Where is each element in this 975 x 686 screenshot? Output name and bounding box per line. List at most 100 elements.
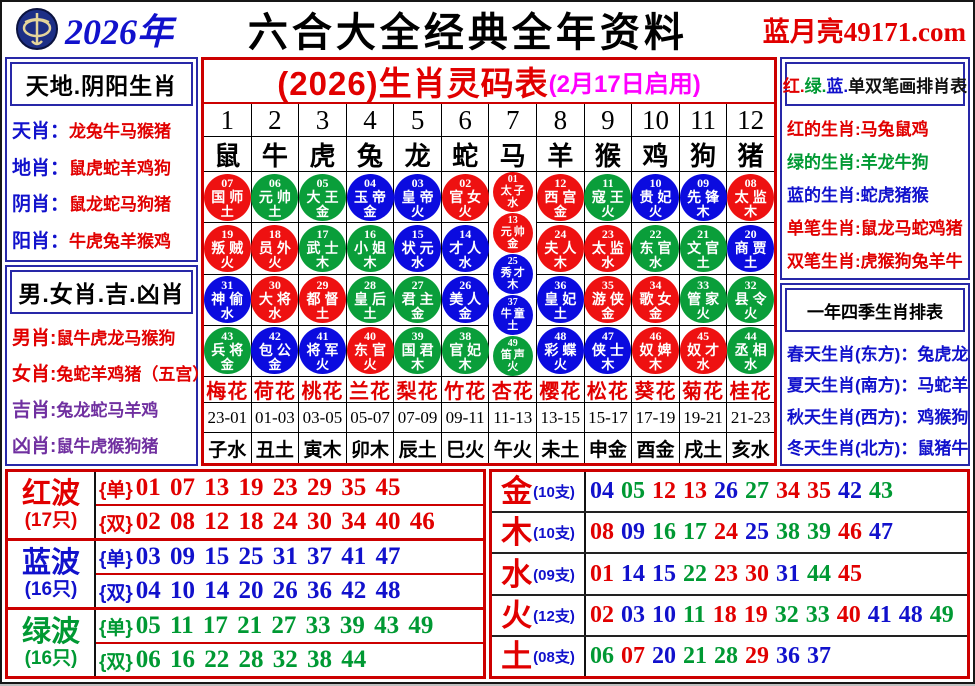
column-zodiac: 羊	[537, 137, 584, 172]
row-value: 鼠牛虎猴狗猪	[56, 436, 159, 456]
ball-cell: 37 牛童土	[489, 294, 536, 335]
element-count: (10支)	[533, 484, 575, 502]
ball-cell: 46 奴婢木	[632, 326, 679, 376]
ball-cell: 19 叛贼火	[203, 223, 251, 275]
ball-cell: 40 东官火	[346, 326, 394, 376]
ball-number: 28	[364, 278, 377, 293]
column-flower: 樱花	[537, 377, 584, 403]
ball-element: 土	[744, 254, 758, 270]
ball-cell: 12 西宫金	[536, 172, 584, 224]
sidebar-row: 秋天生肖(西方)： 鸡猴狗	[782, 403, 968, 428]
ball-number: 02	[459, 175, 472, 190]
ball-number: 22	[649, 226, 662, 241]
ball-number: 49	[507, 337, 518, 349]
sidebar-row: 女肖: 兔蛇羊鸡猪（五宫）	[7, 359, 209, 386]
ball-number: 31	[221, 278, 234, 293]
zodiac-column: 7 马 01 太子水 13 元帅金 25 秀才木 37 牛童土 49 笛声火杏花 11-13 午火	[489, 104, 538, 463]
row-value: 蛇虎猪猴	[860, 186, 929, 205]
ball-title: 太监	[734, 188, 771, 205]
element-number: 36	[776, 642, 800, 669]
ball-element: 木	[696, 203, 710, 219]
ball-title: 寇王	[591, 188, 628, 205]
ball-cell: 33 管家火	[679, 275, 727, 326]
element-number: 23	[714, 560, 738, 587]
ball-title: 国君	[401, 342, 438, 359]
column-branch: 未土	[541, 439, 580, 461]
ball-element: 土	[315, 306, 329, 322]
ball-title: 武士	[306, 239, 343, 256]
ball-cell: 29 都督土	[298, 275, 346, 326]
element-number: 12	[652, 478, 676, 505]
ball-number: 11	[602, 175, 614, 190]
element-name: 金	[501, 474, 533, 510]
column-time: 05-07	[346, 403, 394, 433]
ball-number: 47	[601, 329, 614, 344]
ball-title: 状元	[401, 239, 438, 256]
heaven-earth-yinyang-panel: 天地.阴阳生肖 天肖： 龙兔牛马猴猪 地肖： 鼠虎蛇羊鸡狗 阴肖： 鼠龙蛇马狗猪 阳肖： 牛虎…	[5, 57, 198, 262]
ball-cell: 22 东官水	[632, 223, 679, 275]
ball-cell: 20 商贾土	[727, 223, 775, 275]
ball-element: 金	[268, 357, 282, 373]
column-number: 2	[251, 104, 299, 137]
row-label: 女肖:	[12, 364, 57, 386]
ball-element: 土	[696, 254, 710, 270]
male-female-luck-panel: 男.女肖.吉.凶肖 男肖: 鼠牛虎龙马猴狗 女肖: 兔蛇羊鸡猪（五宫） 吉肖: 兔龙蛇马羊…	[5, 265, 209, 466]
ball-number: 29	[316, 278, 329, 293]
column-flower: 荷花	[251, 377, 299, 403]
column-number: 5	[394, 104, 441, 137]
ball-cell: 13 元帅金	[489, 213, 536, 254]
ball-zone: 02 官女火 14 才人水 26 美人金 38 官妃木	[441, 172, 489, 377]
element-number: 08	[590, 519, 614, 546]
row-label: 春天生肖(东方)：	[787, 345, 918, 365]
ball-title: 夫人	[544, 239, 581, 256]
element-number: 40	[836, 601, 861, 628]
wave-count: (16只)	[24, 648, 78, 670]
sidebar-row: 红的生肖: 马兔鼠鸡	[782, 115, 968, 140]
column-zodiac: 蛇	[441, 137, 489, 172]
ball-title: 丞相	[734, 342, 771, 359]
element-number: 11	[683, 601, 706, 628]
panel-title: 红. 绿. 蓝. 单双笔画排肖表	[783, 62, 967, 106]
zodiac-ball: 29 都督土	[298, 276, 346, 324]
column-number: 9	[584, 104, 632, 137]
zodiac-column: 10 鸡 10 贵妃火 22 东官水 34 歌女金 46 奴婢木葵花 17-19 酉金	[632, 104, 680, 463]
column-branch: 子水	[208, 439, 247, 461]
column-time: 21-23	[727, 403, 774, 433]
zodiac-column: 12 猪 08 太监木 20 商贾土 32 县令火 44 丞相水桂花 21-23 亥水	[727, 104, 775, 463]
zodiac-ball: 22 东官水	[632, 224, 679, 272]
ball-element: 金	[553, 203, 567, 219]
element-row: 金 (10支) 04 05 12 13 26 27 34 35 42 43	[492, 472, 967, 514]
ball-title: 员外	[258, 239, 295, 256]
ball-title: 君主	[401, 291, 438, 308]
ball-cell: 25 秀才木	[489, 253, 536, 295]
blue-moon-logo-icon	[16, 8, 58, 50]
ball-number: 01	[507, 174, 518, 186]
five-elements-panel: 金 (10支) 04 05 12 13 26 27 34 35 42 43 木 (10支) 08 09 16 17…	[489, 469, 970, 679]
ball-zone: 01 太子水 13 元帅金 25 秀才木 37 牛童土 49 笛声火	[489, 172, 537, 377]
sidebar-row: 夏天生肖(南方)： 马蛇羊	[782, 371, 968, 396]
parity-label: {单}	[99, 548, 133, 570]
row-value: 虎猴狗兔羊牛	[860, 252, 963, 271]
element-number: 04	[590, 478, 614, 505]
element-number: 44	[807, 560, 831, 587]
ball-number: 09	[697, 175, 710, 190]
element-number: 47	[869, 519, 893, 546]
column-flower: 兰花	[346, 377, 394, 403]
ball-element: 木	[507, 278, 519, 291]
panel-title: 男.女肖.吉.凶肖	[10, 270, 193, 314]
column-branch: 卯木	[351, 439, 390, 461]
ball-title: 玉帝	[354, 188, 391, 205]
element-number: 31	[776, 560, 800, 587]
panel-rows: 春天生肖(东方)： 兔虎龙 夏天生肖(南方)： 马蛇羊 秋天生肖(西方)： 鸡猴狗 冬天生肖…	[782, 335, 968, 464]
zodiac-ball: 18 员外火	[251, 224, 299, 272]
ball-element: 水	[744, 357, 758, 373]
wave-label: 红波 (17只)	[8, 472, 96, 538]
column-flower: 竹花	[441, 377, 489, 403]
wave-numbers: 06 16 22 28 32 38 44	[135, 646, 367, 673]
column-flower: 松花	[584, 377, 632, 403]
zodiac-ball: 16 小姐木	[346, 224, 394, 272]
site-link[interactable]: 蓝月亮49171.com	[762, 16, 966, 47]
ball-cell: 15 状元水	[394, 223, 442, 275]
row-label: 天肖：	[12, 120, 70, 142]
wave-odd-row: {单} 03 09 15 25 31 37 41 47	[96, 541, 483, 573]
